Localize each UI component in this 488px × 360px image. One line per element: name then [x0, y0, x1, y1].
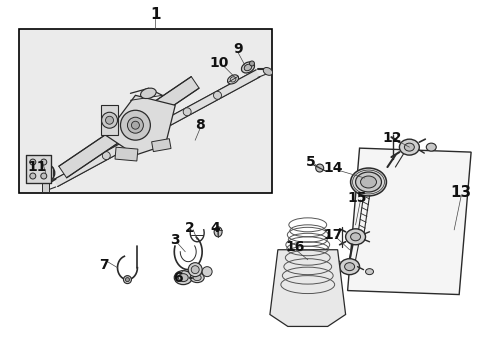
- Ellipse shape: [183, 108, 191, 116]
- Polygon shape: [269, 250, 345, 327]
- Ellipse shape: [227, 75, 238, 84]
- Polygon shape: [38, 164, 53, 182]
- Text: 4: 4: [210, 221, 220, 235]
- Ellipse shape: [142, 130, 150, 138]
- Ellipse shape: [249, 61, 254, 66]
- Ellipse shape: [190, 273, 203, 283]
- Ellipse shape: [140, 88, 156, 99]
- Ellipse shape: [30, 159, 36, 165]
- Ellipse shape: [102, 152, 110, 159]
- Text: 12: 12: [382, 131, 401, 145]
- Polygon shape: [54, 70, 259, 186]
- Bar: [101, 105, 118, 135]
- Ellipse shape: [41, 168, 51, 178]
- Text: 8: 8: [195, 118, 204, 132]
- Ellipse shape: [426, 143, 435, 151]
- Text: 1: 1: [150, 7, 160, 22]
- Text: 11: 11: [27, 160, 46, 174]
- Ellipse shape: [105, 116, 113, 124]
- Ellipse shape: [120, 110, 150, 140]
- Ellipse shape: [174, 271, 192, 285]
- Text: 6: 6: [173, 271, 183, 285]
- Ellipse shape: [365, 269, 373, 275]
- Text: 5: 5: [305, 155, 315, 169]
- Ellipse shape: [41, 173, 47, 179]
- Ellipse shape: [404, 143, 413, 151]
- Ellipse shape: [339, 259, 359, 275]
- Text: 15: 15: [347, 191, 366, 205]
- Polygon shape: [59, 77, 199, 178]
- Ellipse shape: [355, 172, 381, 192]
- Text: 7: 7: [99, 258, 108, 272]
- Ellipse shape: [41, 168, 51, 178]
- Ellipse shape: [193, 275, 201, 280]
- Ellipse shape: [202, 267, 212, 276]
- Text: 3: 3: [170, 233, 180, 247]
- Ellipse shape: [350, 168, 386, 196]
- Text: 2: 2: [185, 221, 195, 235]
- Ellipse shape: [213, 91, 221, 99]
- Text: 16: 16: [285, 240, 304, 254]
- Ellipse shape: [30, 173, 36, 179]
- Ellipse shape: [344, 263, 354, 271]
- Text: 10: 10: [209, 57, 228, 71]
- Bar: [151, 139, 171, 152]
- Ellipse shape: [37, 164, 55, 182]
- Ellipse shape: [102, 112, 117, 128]
- Bar: [26, 155, 51, 183]
- Text: 14: 14: [323, 161, 343, 175]
- Polygon shape: [347, 148, 470, 294]
- Ellipse shape: [241, 62, 254, 73]
- Text: 9: 9: [233, 41, 243, 55]
- Ellipse shape: [125, 278, 129, 282]
- Ellipse shape: [263, 68, 272, 75]
- Ellipse shape: [399, 139, 419, 155]
- Ellipse shape: [360, 176, 376, 188]
- Polygon shape: [105, 95, 175, 155]
- Ellipse shape: [315, 164, 323, 172]
- Text: 13: 13: [449, 185, 471, 201]
- Ellipse shape: [191, 266, 199, 274]
- Text: 17: 17: [322, 228, 342, 242]
- Ellipse shape: [188, 263, 202, 276]
- Ellipse shape: [244, 64, 251, 71]
- Ellipse shape: [214, 227, 222, 237]
- Ellipse shape: [350, 233, 360, 241]
- Bar: [115, 147, 138, 161]
- Ellipse shape: [41, 159, 47, 165]
- Bar: [19, 28, 271, 193]
- Bar: [41, 182, 49, 192]
- Ellipse shape: [131, 121, 139, 129]
- Ellipse shape: [178, 274, 188, 282]
- Ellipse shape: [123, 276, 131, 284]
- Ellipse shape: [127, 117, 143, 133]
- Ellipse shape: [345, 229, 365, 245]
